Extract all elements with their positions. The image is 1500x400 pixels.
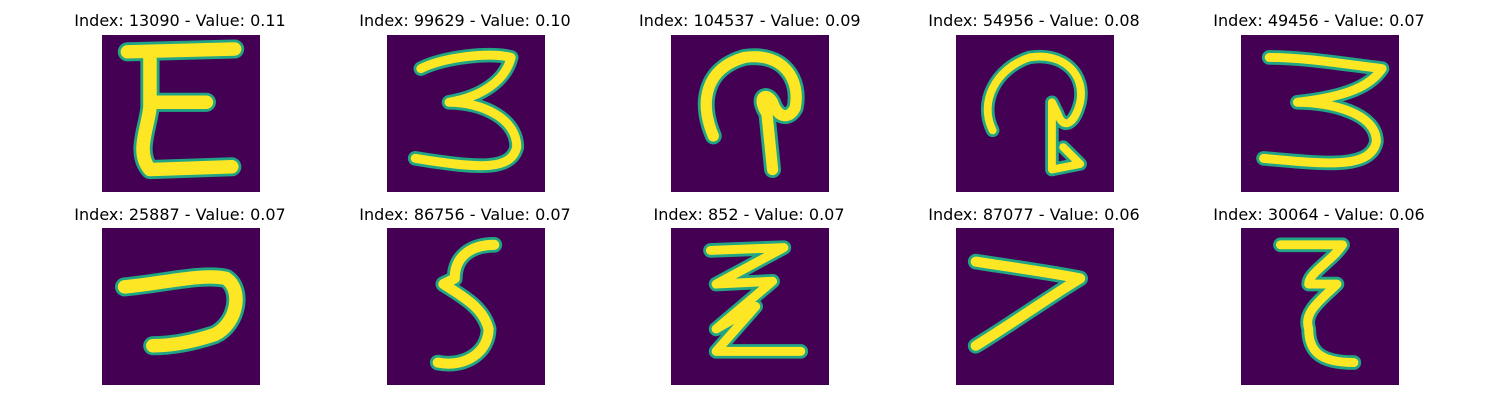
image-title: Index: 30064 - Value: 0.06 <box>1213 205 1425 224</box>
digit-image <box>956 228 1114 385</box>
image-title: Index: 86756 - Value: 0.07 <box>359 205 571 224</box>
image-title: Index: 87077 - Value: 0.06 <box>928 205 1140 224</box>
image-title: Index: 25887 - Value: 0.07 <box>74 205 286 224</box>
digit-image <box>956 35 1114 192</box>
image-title: Index: 104537 - Value: 0.09 <box>639 11 861 30</box>
digit-image <box>387 35 545 192</box>
digit-image <box>671 35 829 192</box>
image-title: Index: 54956 - Value: 0.08 <box>928 11 1140 30</box>
digit-image <box>1241 228 1399 385</box>
digit-image <box>1241 35 1399 192</box>
digit-image <box>387 228 545 385</box>
digit-image <box>102 228 260 385</box>
digit-image <box>102 35 260 192</box>
image-title: Index: 99629 - Value: 0.10 <box>359 11 571 30</box>
image-title: Index: 49456 - Value: 0.07 <box>1213 11 1425 30</box>
digit-image <box>671 228 829 385</box>
image-title: Index: 13090 - Value: 0.11 <box>74 11 286 30</box>
image-title: Index: 852 - Value: 0.07 <box>653 205 845 224</box>
